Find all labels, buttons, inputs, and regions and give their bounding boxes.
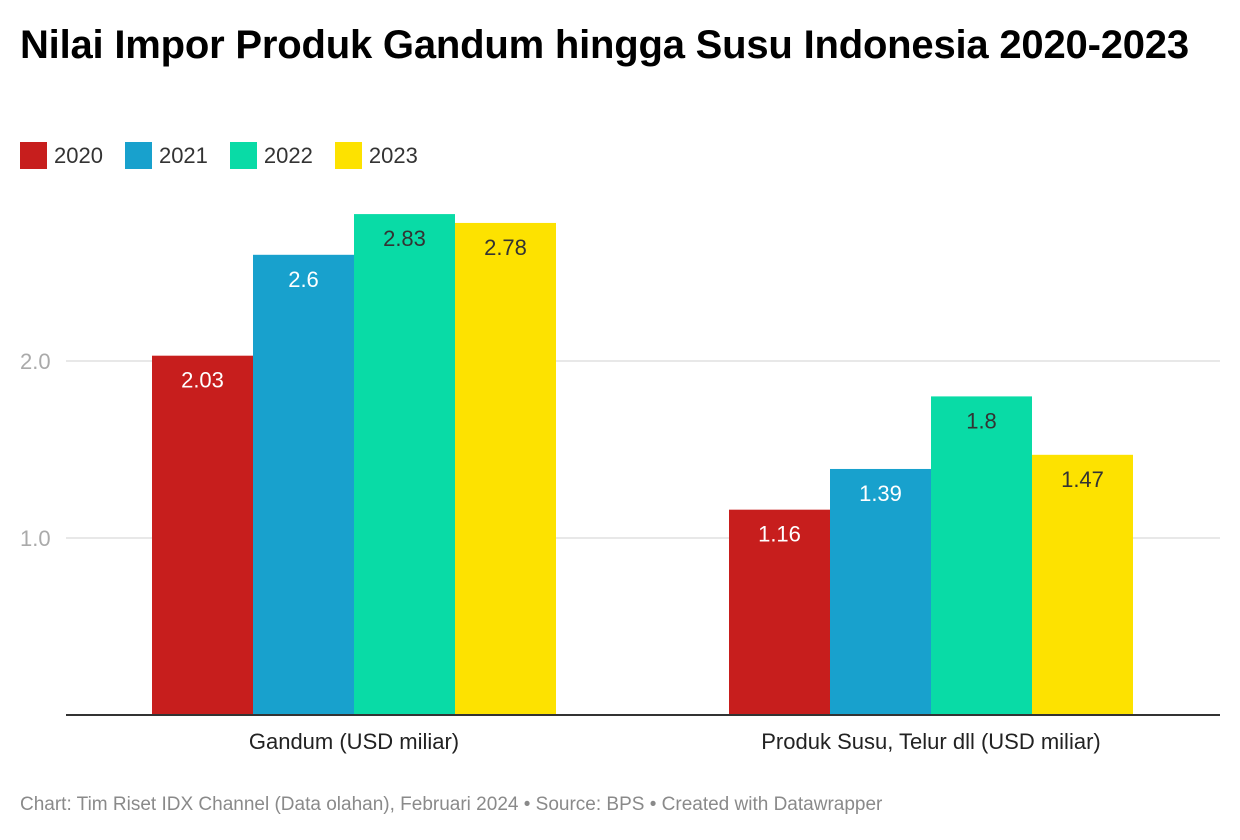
legend-label-2021: 2021 [158, 142, 208, 168]
bar-2020-1 [729, 509, 830, 715]
data-label: 2.78 [484, 235, 527, 260]
bar-2023-0 [455, 222, 556, 715]
bar-2022-0 [354, 214, 455, 715]
bar-2021-0 [253, 254, 354, 716]
x-category-label: Gandum (USD miliar) [249, 729, 459, 754]
data-label: 2.03 [181, 368, 224, 393]
legend-item-2022: 2022 [229, 142, 313, 169]
legend-label-2022: 2022 [263, 142, 313, 168]
data-label: 1.16 [758, 522, 801, 547]
data-label: 1.47 [1061, 467, 1104, 492]
data-label: 2.83 [383, 226, 426, 251]
data-label: 1.39 [859, 481, 902, 506]
bar-2023-1 [1032, 454, 1133, 715]
legend-swatch-2020 [20, 142, 47, 169]
y-tick-label: 1.0 [20, 526, 51, 551]
chart-title: Nilai Impor Produk Gandum hingga Susu In… [20, 23, 1189, 67]
bar-2022-1 [931, 396, 1032, 715]
legend-item-2021: 2021 [124, 142, 208, 169]
data-label: 1.8 [966, 408, 997, 433]
legend-swatch-2022 [229, 142, 257, 169]
data-label: 2.6 [288, 267, 319, 292]
legend-item-2023: 2023 [334, 142, 418, 169]
x-category-label: Produk Susu, Telur dll (USD miliar) [761, 729, 1100, 754]
legend-item-2020: 2020 [20, 142, 103, 169]
legend-swatch-2021 [124, 142, 152, 169]
chart-footer: Chart: Tim Riset IDX Channel (Data olaha… [20, 794, 883, 815]
legend: 2020 2021 2022 2023 [20, 142, 440, 169]
bar-2021-1 [830, 468, 931, 715]
legend-swatch-2023 [334, 142, 362, 169]
bar-2020-0 [152, 355, 253, 715]
legend-label-2020: 2020 [54, 142, 103, 168]
legend-label-2023: 2023 [368, 142, 418, 168]
y-tick-label: 2.0 [20, 349, 51, 374]
